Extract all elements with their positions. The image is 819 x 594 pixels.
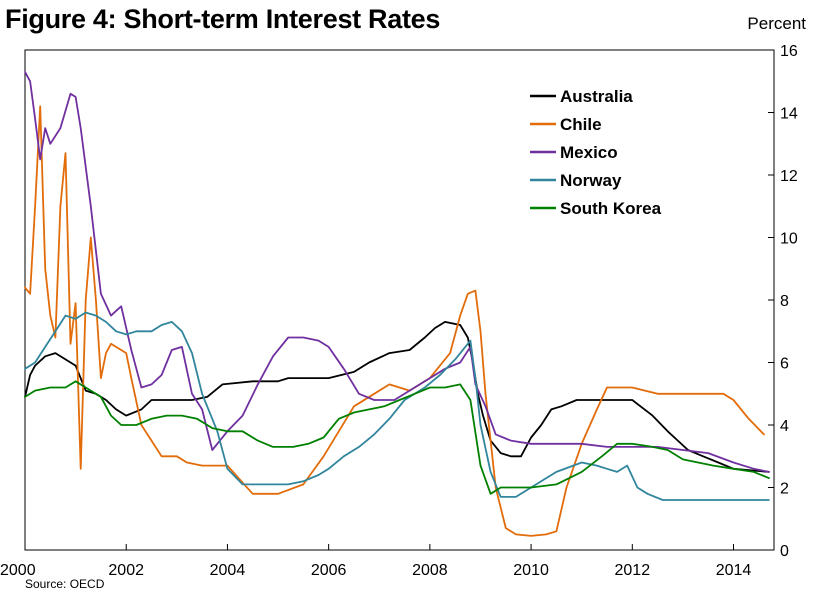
y-tick-label: 12 bbox=[780, 168, 798, 185]
x-tick-label: 2014 bbox=[716, 562, 752, 579]
x-tick-label: 2002 bbox=[108, 562, 144, 579]
series-line-norway bbox=[24, 311, 770, 501]
x-tick-label: 2012 bbox=[615, 562, 651, 579]
series-lines bbox=[24, 71, 770, 537]
series-line-mexico bbox=[24, 71, 770, 473]
x-tick-label: 2010 bbox=[513, 562, 549, 579]
y-tick-label: 6 bbox=[780, 356, 789, 373]
legend-label: South Korea bbox=[560, 199, 662, 218]
series-line-australia bbox=[24, 320, 770, 473]
y-tick-label: 14 bbox=[780, 106, 798, 123]
y-axis: 0 2 4 6 8 10 12 14 16 bbox=[768, 43, 798, 560]
legend-label: Chile bbox=[560, 115, 602, 134]
series-line-chile bbox=[24, 105, 765, 537]
legend-label: Norway bbox=[560, 171, 622, 190]
chart-title: Figure 4: Short-term Interest Rates bbox=[5, 4, 441, 34]
y-tick-label: 0 bbox=[780, 543, 789, 560]
x-tick-label: 2000 bbox=[0, 562, 36, 579]
y-tick-label: 2 bbox=[780, 481, 789, 498]
plot-area bbox=[24, 49, 775, 551]
legend-label: Australia bbox=[560, 87, 633, 106]
legend-label: Mexico bbox=[560, 143, 618, 162]
x-tick-label: 2006 bbox=[311, 562, 347, 579]
y-tick-label: 4 bbox=[780, 418, 789, 435]
y-tick-label: 8 bbox=[780, 293, 789, 310]
legend: Australia Chile Mexico Norway South Korea bbox=[530, 87, 662, 218]
y-tick-label: 16 bbox=[780, 43, 798, 60]
x-axis: 2000 2002 2004 2006 2008 2010 2012 2014 bbox=[0, 544, 751, 579]
series-line-south-korea bbox=[24, 380, 770, 495]
y-tick-label: 10 bbox=[780, 231, 798, 248]
x-tick-label: 2004 bbox=[210, 562, 246, 579]
source-note: Source: OECD bbox=[25, 577, 105, 591]
x-tick-label: 2008 bbox=[412, 562, 448, 579]
y-axis-unit-label: Percent bbox=[747, 14, 806, 33]
